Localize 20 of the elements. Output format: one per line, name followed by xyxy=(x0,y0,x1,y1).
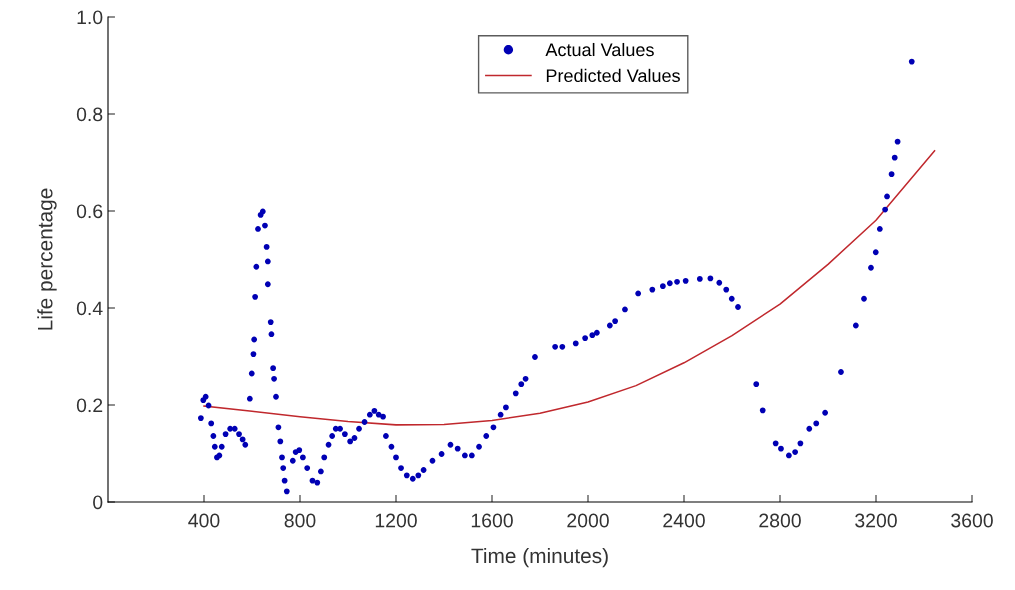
y-tick-label: 0.2 xyxy=(76,398,103,413)
x-tick-label: 2800 xyxy=(759,513,801,528)
x-tick-label: 3200 xyxy=(855,513,897,528)
x-tick-label: 1200 xyxy=(375,513,417,528)
y-tick-label: 1.0 xyxy=(77,10,103,25)
legend-label: Actual Values xyxy=(545,42,654,57)
x-tick-label: 2000 xyxy=(567,513,609,528)
x-tick-label: 2400 xyxy=(663,513,705,528)
x-tick-label: 800 xyxy=(284,513,316,528)
y-tick-label: 0.6 xyxy=(76,204,103,219)
y-tick-label: 0.4 xyxy=(76,301,103,316)
x-tick-label: 400 xyxy=(188,513,220,528)
x-tick-label: 1600 xyxy=(471,513,513,528)
y-tick-label: 0 xyxy=(93,495,103,510)
legend-label: Predicted Values xyxy=(546,68,680,83)
y-axis-title: Life percentage xyxy=(37,188,57,330)
x-axis-title: Time (minutes) xyxy=(471,547,608,568)
x-tick-label: 3600 xyxy=(951,513,993,528)
line-series xyxy=(203,150,936,426)
y-tick-label: 0.8 xyxy=(76,107,103,122)
